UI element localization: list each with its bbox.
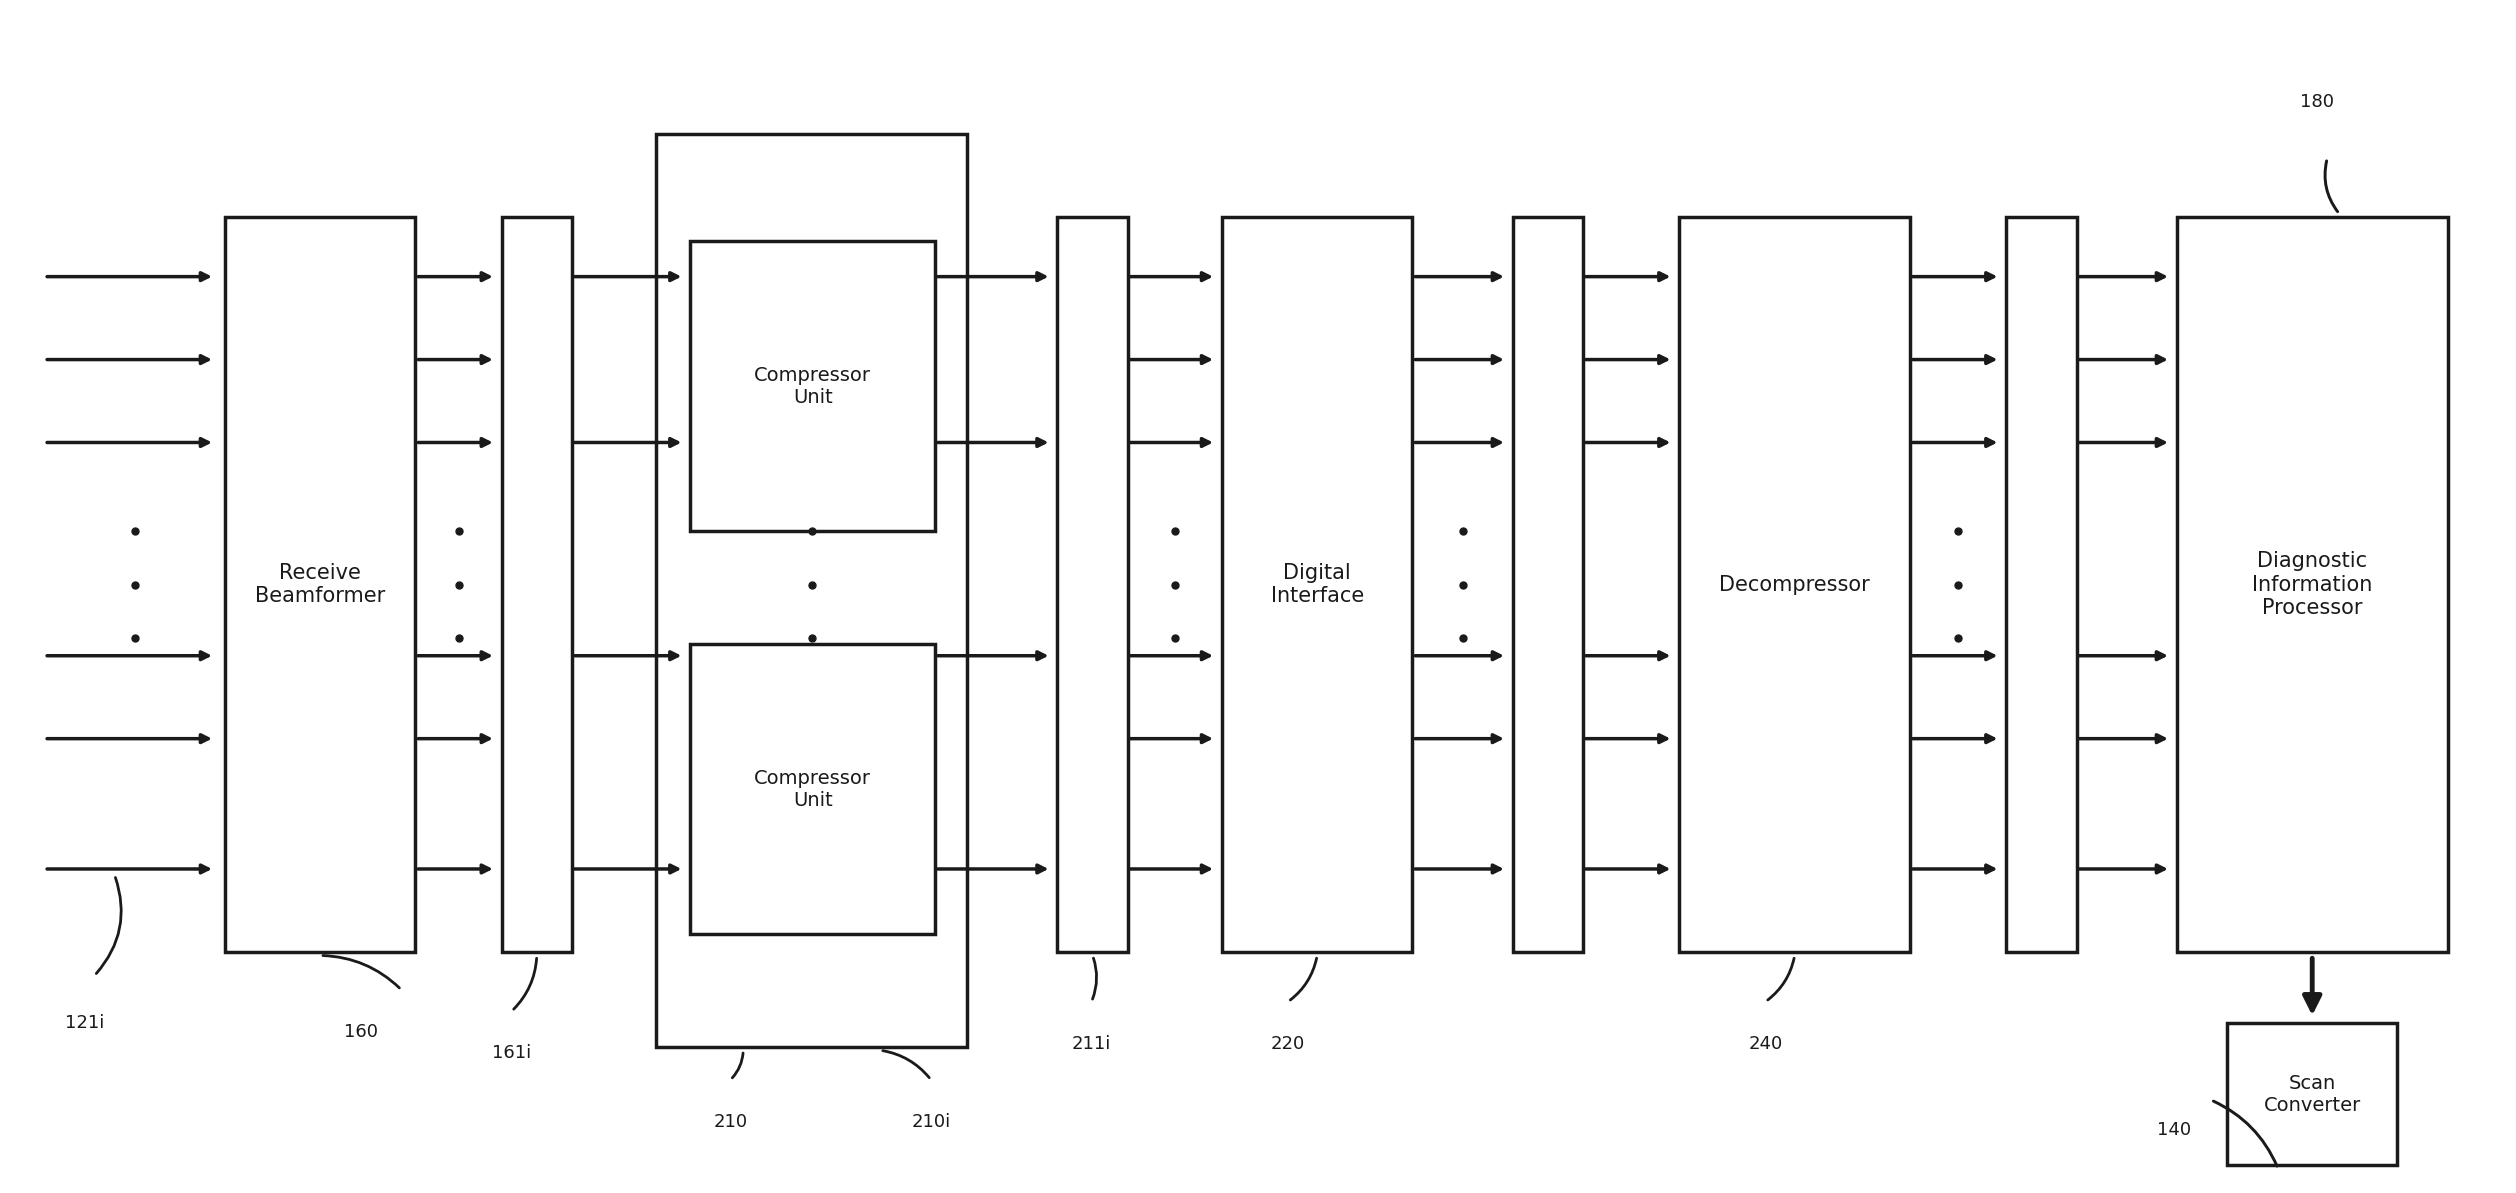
FancyBboxPatch shape: [1512, 217, 1583, 952]
Text: 240: 240: [1749, 1034, 1784, 1053]
Text: 160: 160: [345, 1022, 377, 1041]
FancyBboxPatch shape: [689, 241, 936, 531]
FancyBboxPatch shape: [2176, 217, 2448, 952]
Text: Compressor
Unit: Compressor Unit: [755, 768, 871, 810]
Text: Digital
Interface: Digital Interface: [1271, 563, 1364, 606]
FancyBboxPatch shape: [501, 217, 571, 952]
FancyBboxPatch shape: [657, 135, 966, 1046]
FancyBboxPatch shape: [224, 217, 415, 952]
FancyBboxPatch shape: [689, 644, 936, 934]
Text: Scan
Converter: Scan Converter: [2264, 1074, 2360, 1114]
Text: 211i: 211i: [1072, 1034, 1112, 1053]
Text: 140: 140: [2156, 1120, 2191, 1138]
Text: 161i: 161i: [493, 1044, 531, 1062]
Text: 121i: 121i: [65, 1014, 103, 1032]
FancyBboxPatch shape: [1057, 217, 1127, 952]
FancyBboxPatch shape: [2005, 217, 2076, 952]
Text: 180: 180: [2300, 93, 2335, 111]
Text: 220: 220: [1271, 1034, 1306, 1053]
Text: 210i: 210i: [911, 1113, 951, 1131]
FancyBboxPatch shape: [1223, 217, 1411, 952]
FancyBboxPatch shape: [2227, 1022, 2398, 1166]
Text: Compressor
Unit: Compressor Unit: [755, 366, 871, 407]
Text: Receive
Beamformer: Receive Beamformer: [254, 563, 385, 606]
Text: Diagnostic
Information
Processor: Diagnostic Information Processor: [2252, 551, 2373, 618]
Text: 210: 210: [715, 1113, 747, 1131]
Text: Decompressor: Decompressor: [1718, 575, 1869, 594]
FancyBboxPatch shape: [1678, 217, 1910, 952]
